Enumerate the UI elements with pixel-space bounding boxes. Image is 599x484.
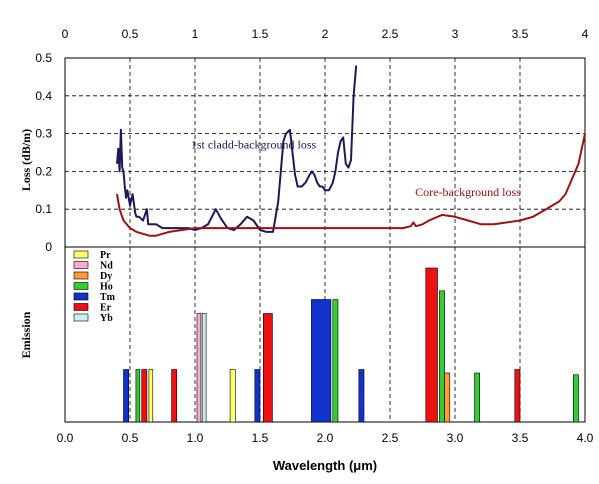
legend-swatch-er bbox=[73, 303, 89, 311]
emission-bar-pr bbox=[148, 369, 154, 423]
emission-bar-er bbox=[171, 369, 178, 423]
loss-y-tick-label: 0.2 bbox=[35, 164, 52, 178]
emission-bar-ho bbox=[135, 369, 141, 423]
emission-bar-er bbox=[141, 369, 148, 423]
emission-bar-er bbox=[425, 267, 438, 423]
emission-bar-ho bbox=[439, 290, 445, 423]
legend-swatch-nd bbox=[73, 261, 89, 269]
legend-swatch-pr bbox=[73, 250, 89, 259]
emission-bar-er bbox=[262, 313, 273, 423]
emission-bar-er bbox=[514, 369, 521, 423]
loss-annotations: 1st cladd-background loss Core-background… bbox=[191, 138, 521, 199]
emission-x-tick-label: 1.0 bbox=[187, 431, 204, 445]
core-loss-annotation: Core-background loss bbox=[415, 185, 521, 199]
loss-panel: 0 0.5 1 1.5 2 2.5 3 3.5 4 0 0.1 0.2 0.3 0.4 0.5 1st c… bbox=[19, 27, 589, 254]
loss-x-tick-label: 0 bbox=[62, 27, 69, 41]
loss-x-tick-label: 4 bbox=[582, 27, 589, 41]
emission-bar-yb bbox=[201, 313, 207, 423]
emission-x-tick-label: 0.5 bbox=[122, 431, 139, 445]
emission-x-tick-label: 2.0 bbox=[317, 431, 334, 445]
emission-bar-pr bbox=[229, 369, 236, 423]
legend-swatch-tm bbox=[73, 292, 89, 301]
emission-x-tick-label: 2.5 bbox=[382, 431, 399, 445]
loss-x-tick-label: 3.5 bbox=[512, 27, 529, 41]
loss-y-tick-label: 0.4 bbox=[35, 89, 52, 103]
emission-bar-ho bbox=[474, 372, 480, 423]
loss-y-axis-label: Loss (dB/m) bbox=[19, 129, 33, 191]
emission-x-tick-label: 3.0 bbox=[447, 431, 464, 445]
loss-y-tick-label: 0 bbox=[45, 240, 52, 254]
cladd-loss-annotation: 1st cladd-background loss bbox=[191, 138, 317, 152]
emission-y-axis-label: Emission bbox=[19, 311, 33, 358]
emission-bar-tm bbox=[254, 369, 261, 423]
legend-swatch-yb bbox=[73, 313, 89, 322]
cladd-background-loss-line bbox=[116, 65, 358, 233]
legend-label-nd: Nd bbox=[100, 261, 113, 272]
emission-x-tick-label: 1.5 bbox=[252, 431, 269, 445]
loss-x-tick-label: 2 bbox=[322, 27, 329, 41]
loss-y-tick-labels: 0 0.1 0.2 0.3 0.4 0.5 bbox=[35, 51, 52, 254]
emission-bar-ho bbox=[572, 374, 579, 423]
loss-y-tick-label: 0.5 bbox=[35, 51, 52, 65]
legend-label-yb: Yb bbox=[100, 313, 113, 324]
emission-x-tick-labels: 0.0 0.5 1.0 1.5 2.0 2.5 3.0 3.5 4.0 bbox=[57, 431, 594, 445]
legend-swatch-dy bbox=[73, 271, 89, 280]
core-background-loss-line bbox=[116, 133, 586, 237]
legend-label-er: Er bbox=[100, 303, 112, 314]
emission-bar-tm bbox=[358, 369, 365, 423]
emission-bar-tm bbox=[123, 369, 129, 423]
emission-bar-nd bbox=[196, 313, 202, 423]
emission-x-tick-label: 4.0 bbox=[577, 431, 594, 445]
loss-x-tick-label: 1 bbox=[192, 27, 199, 41]
loss-series-lines bbox=[116, 65, 586, 237]
loss-grid bbox=[65, 58, 585, 247]
emission-bar-dy bbox=[444, 372, 451, 423]
wavelength-x-axis-label: Wavelength (μm) bbox=[273, 458, 377, 473]
loss-y-tick-label: 0.3 bbox=[35, 127, 52, 141]
loss-x-tick-labels: 0 0.5 1 1.5 2 2.5 3 3.5 4 bbox=[62, 27, 589, 41]
loss-x-tick-label: 0.5 bbox=[122, 27, 139, 41]
legend-label-dy: Dy bbox=[100, 271, 112, 282]
loss-x-tick-label: 3 bbox=[452, 27, 459, 41]
loss-x-tick-label: 2.5 bbox=[382, 27, 399, 41]
emission-panel: 0.0 0.5 1.0 1.5 2.0 2.5 3.0 3.5 4.0 PrNdDyHoTmEr… bbox=[19, 246, 594, 473]
legend-swatch-ho bbox=[73, 282, 89, 290]
legend-label-pr: Pr bbox=[100, 250, 111, 261]
emission-x-tick-label: 3.5 bbox=[512, 431, 529, 445]
emission-bar-tm bbox=[311, 299, 332, 423]
legend-label-ho: Ho bbox=[100, 282, 113, 293]
loss-x-tick-label: 1.5 bbox=[252, 27, 269, 41]
loss-y-tick-label: 0.1 bbox=[35, 202, 52, 216]
emission-bars bbox=[123, 267, 579, 423]
legend-label-tm: Tm bbox=[100, 292, 116, 303]
emission-bar-ho bbox=[332, 299, 339, 423]
emission-x-tick-label: 0.0 bbox=[57, 431, 74, 445]
